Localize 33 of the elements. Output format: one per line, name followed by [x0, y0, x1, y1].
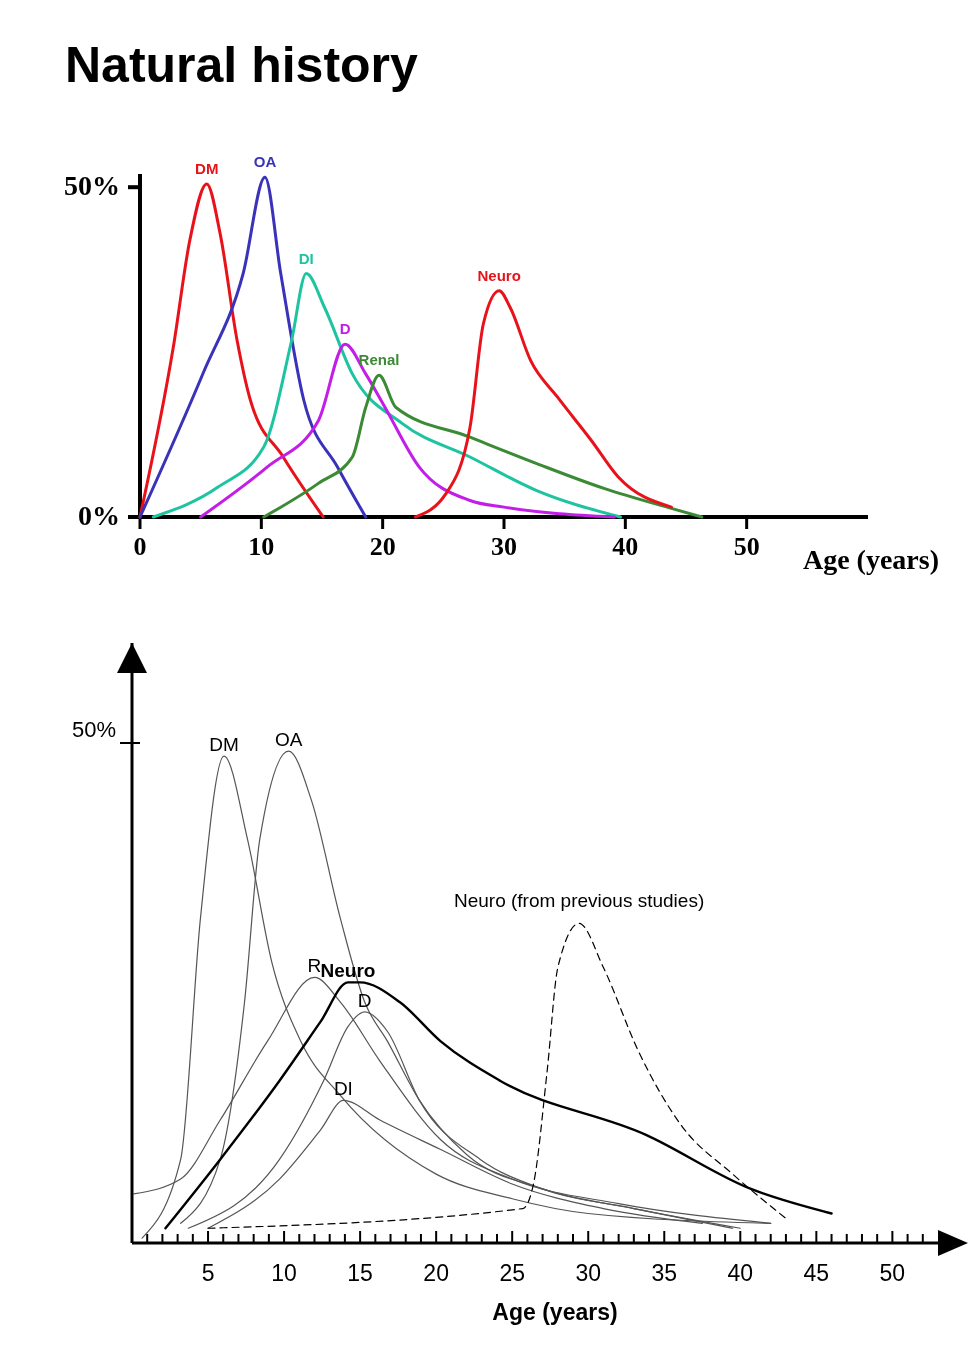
series-label: DM	[195, 159, 219, 177]
x-tick-label: 0	[133, 532, 147, 561]
series-label: Neuro (from previous studies)	[453, 890, 705, 912]
chart-title: Natural history	[65, 37, 419, 93]
x-tick-label: 45	[803, 1260, 830, 1286]
series-label: DI	[333, 1078, 353, 1100]
x-axis-title: Age (years)	[492, 1299, 618, 1325]
x-tick-label: 5	[201, 1260, 215, 1286]
x-tick-label: 15	[347, 1260, 373, 1286]
series-label: Neuro	[477, 266, 521, 284]
series-label: Neuro	[320, 960, 376, 982]
x-tick-label: 10	[248, 532, 275, 561]
series-label: Renal	[358, 351, 400, 369]
series-label: DI	[298, 249, 314, 267]
x-tick-label: 35	[651, 1260, 678, 1286]
x-tick-label: 40	[727, 1260, 754, 1286]
x-tick-label: 50	[733, 532, 760, 561]
series-label: DM	[209, 734, 239, 756]
y-tick-label: 0%	[78, 500, 120, 531]
x-axis-title: Age (years)	[802, 544, 939, 575]
x-tick-label: 25	[499, 1260, 525, 1286]
series-label: OA	[253, 153, 277, 171]
x-tick-label: 30	[575, 1260, 602, 1286]
x-tick-label: 50	[879, 1260, 906, 1286]
series-label: OA	[274, 729, 303, 751]
x-tick-label: 30	[491, 532, 517, 561]
x-tick-label: 40	[612, 532, 639, 561]
series-label: D	[339, 320, 351, 338]
x-tick-label: 20	[423, 1260, 449, 1286]
x-tick-label: 10	[271, 1260, 297, 1286]
series-label: R	[307, 955, 322, 977]
series-label: D	[357, 989, 372, 1011]
x-tick-label: 20	[369, 532, 396, 561]
